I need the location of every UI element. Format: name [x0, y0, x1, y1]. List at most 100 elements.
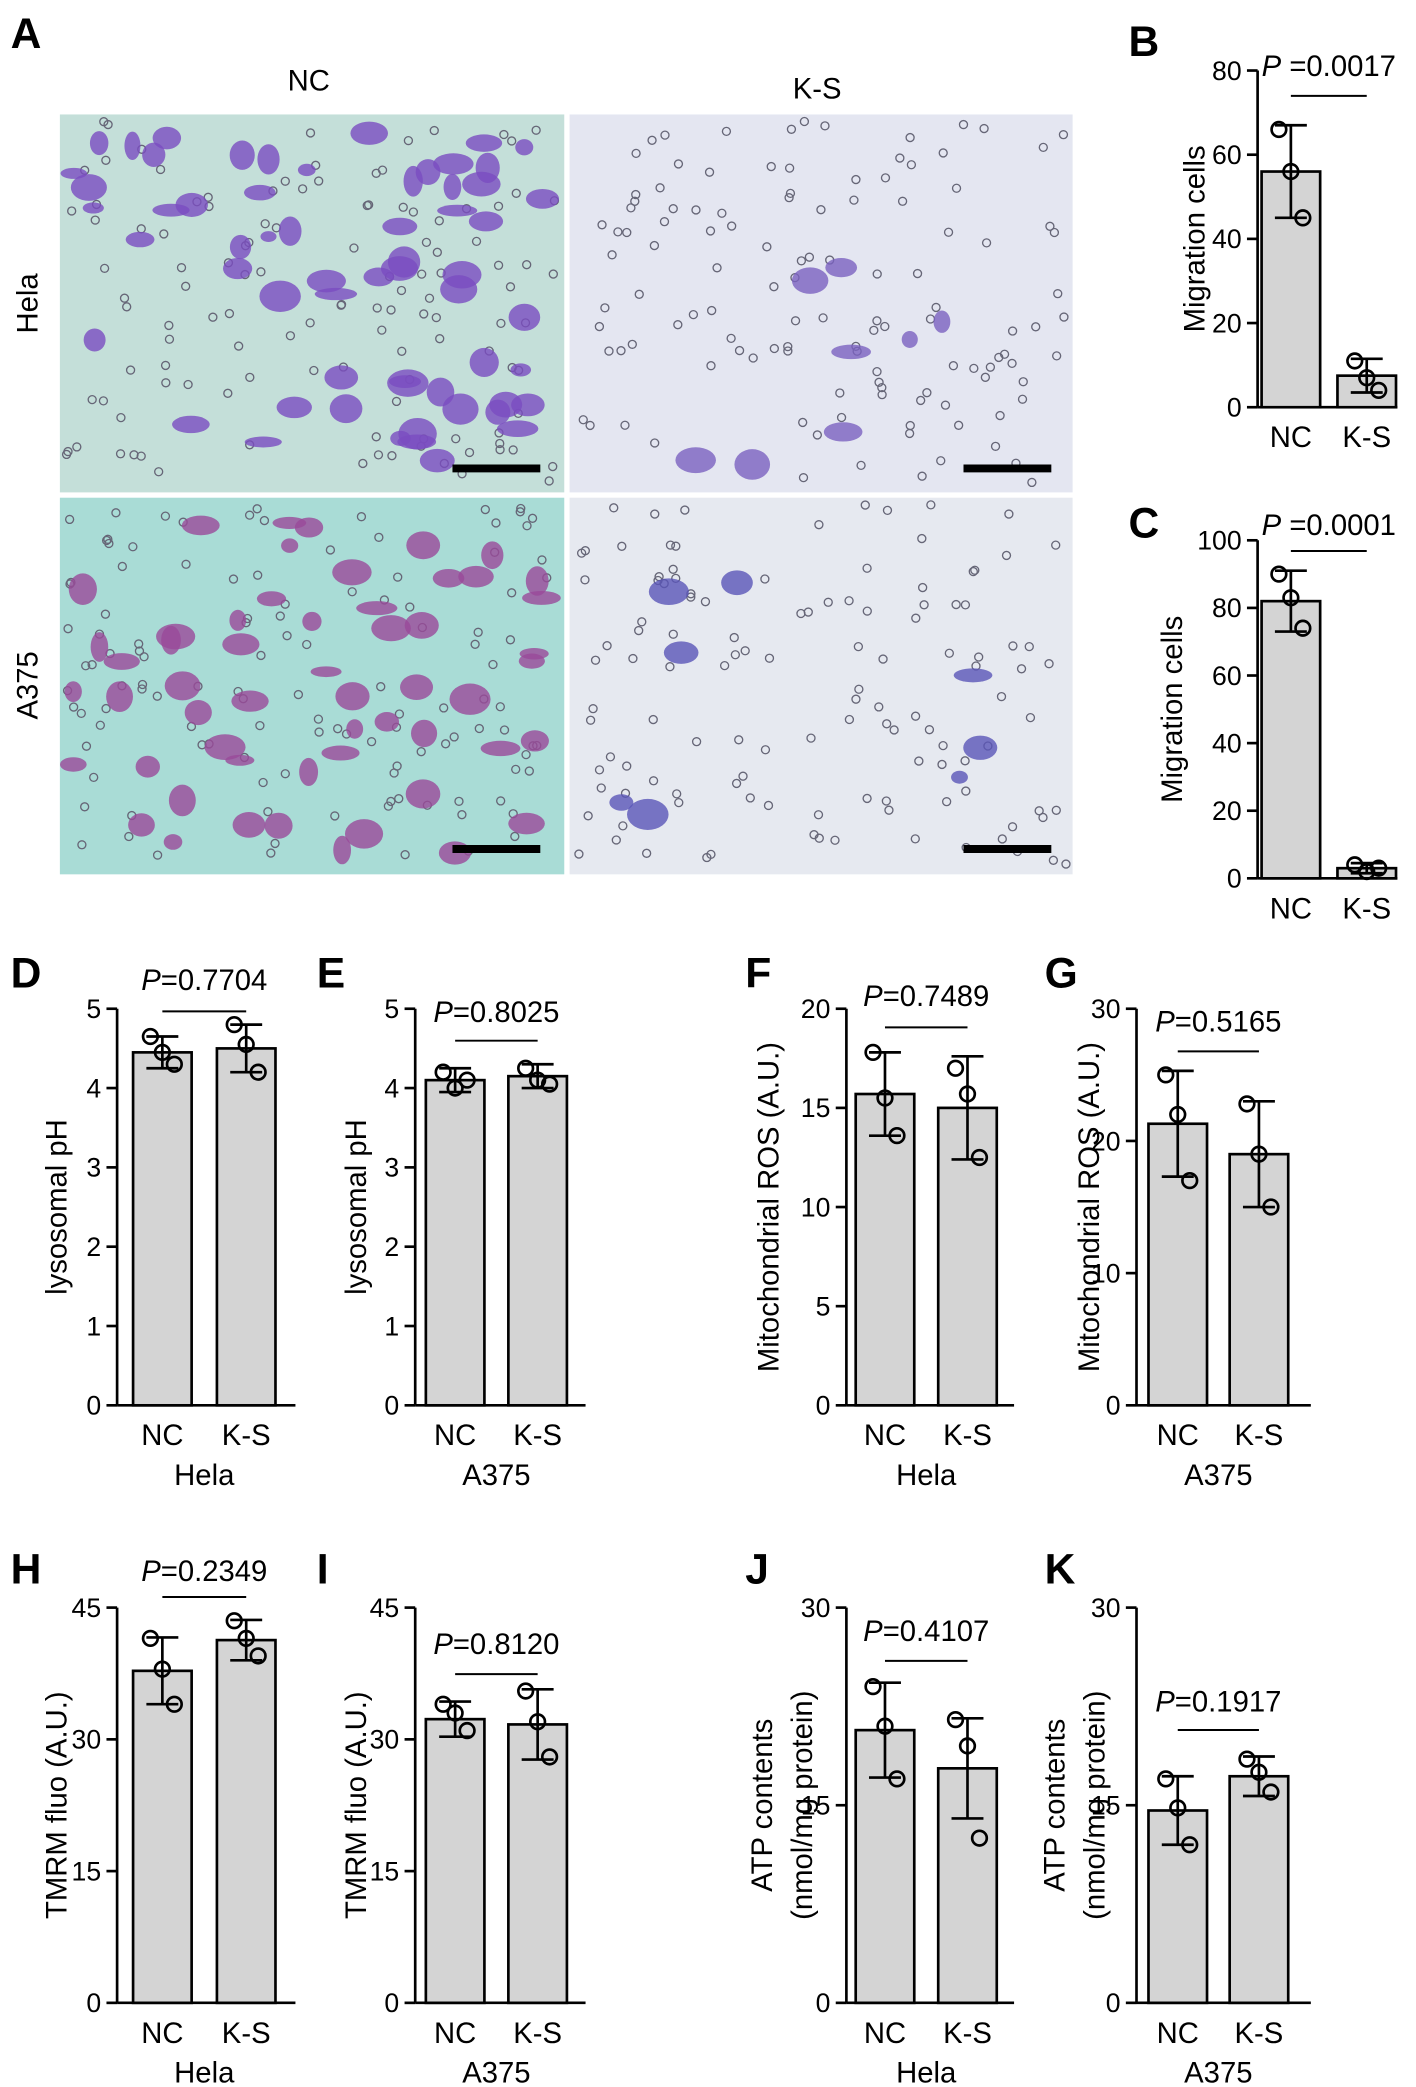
pore — [377, 165, 388, 175]
y-tick-label: 0 — [1227, 393, 1242, 423]
pore — [630, 196, 640, 206]
pore — [940, 400, 951, 410]
pore — [314, 176, 324, 186]
data-point — [434, 1063, 452, 1081]
pore — [823, 597, 833, 607]
bar — [215, 1047, 277, 1407]
x-tick-label: NC — [864, 1420, 906, 1452]
cell — [83, 328, 106, 352]
x-tick-label: NC — [864, 2018, 906, 2050]
pore — [313, 714, 324, 724]
cell — [175, 192, 208, 217]
pore — [154, 467, 164, 477]
bar — [424, 1078, 486, 1407]
pore — [115, 449, 126, 459]
cell — [675, 447, 716, 474]
pore — [941, 796, 952, 807]
data-point — [958, 1737, 977, 1755]
pore — [155, 164, 166, 175]
pore — [596, 783, 606, 793]
pore — [895, 153, 905, 163]
error-bar — [1161, 1774, 1194, 1847]
cell — [442, 393, 479, 425]
p-value: P=0.8025 — [433, 997, 559, 1029]
pore — [505, 282, 516, 292]
cell — [223, 257, 253, 280]
pore — [1038, 142, 1048, 153]
pore — [704, 167, 715, 177]
y-tick-label: 3 — [86, 1153, 101, 1183]
pore — [926, 500, 936, 510]
data-point — [876, 1089, 894, 1107]
y-tick-label: 20 — [801, 994, 831, 1024]
pore — [280, 769, 290, 779]
pore — [938, 740, 948, 751]
pore — [432, 247, 442, 257]
pore — [544, 476, 554, 486]
pore — [960, 600, 971, 610]
p-symbol: P — [1262, 51, 1282, 83]
y-tick-label: 60 — [1212, 140, 1242, 170]
data-point — [888, 1770, 906, 1788]
data-point — [1181, 1836, 1199, 1854]
pore — [516, 503, 526, 514]
pore — [336, 299, 347, 310]
pore — [872, 269, 882, 279]
cell — [350, 121, 389, 145]
cell — [481, 541, 504, 570]
x-axis-label: Hela — [896, 1460, 957, 1492]
p-text: =0.1917 — [1175, 1686, 1282, 1718]
pore — [440, 739, 451, 749]
panel-letter: C — [1129, 500, 1160, 548]
pore — [111, 508, 121, 518]
p-symbol: P — [1262, 510, 1282, 542]
cell — [260, 231, 277, 242]
y-tick-label: 0 — [384, 1391, 399, 1421]
cell — [346, 719, 364, 739]
pore — [820, 121, 830, 131]
cell — [184, 700, 212, 726]
pore — [809, 830, 819, 840]
pore — [117, 561, 128, 572]
pore — [1034, 806, 1044, 816]
pore — [449, 732, 459, 742]
bar — [507, 1723, 569, 2005]
pore — [931, 302, 941, 313]
y-tick-label: 4 — [86, 1073, 101, 1103]
pore — [877, 382, 887, 393]
x-tick-label: NC — [1270, 893, 1312, 925]
y-axis-label: Migration cells — [1179, 145, 1211, 332]
cell — [404, 612, 439, 639]
cell — [374, 712, 400, 732]
pore — [371, 432, 381, 442]
error-bar — [230, 1023, 263, 1074]
cell — [443, 173, 462, 201]
x-tick-label: K-S — [943, 1420, 992, 1452]
pore — [507, 588, 517, 598]
pore — [882, 719, 892, 729]
cell — [259, 280, 301, 312]
pore — [125, 365, 136, 375]
pore — [588, 703, 598, 714]
pore — [122, 302, 132, 312]
cell — [468, 211, 504, 232]
bar — [215, 1638, 277, 2005]
cell — [734, 449, 771, 480]
p-value: P =0.0001 — [1262, 510, 1396, 542]
pore — [499, 725, 510, 735]
data-point — [225, 1015, 243, 1034]
data-point — [1346, 352, 1364, 370]
cell — [302, 611, 322, 632]
pore — [309, 365, 319, 376]
pore — [650, 438, 660, 448]
x-tick-label: K-S — [513, 1420, 562, 1452]
pore — [769, 282, 779, 292]
pore — [496, 796, 506, 806]
pore — [314, 727, 324, 737]
cell — [82, 202, 104, 214]
data-point — [249, 1063, 267, 1081]
pore — [803, 607, 813, 617]
data-point — [458, 1721, 476, 1740]
row-label: Hela — [12, 273, 44, 334]
cell — [128, 813, 155, 837]
